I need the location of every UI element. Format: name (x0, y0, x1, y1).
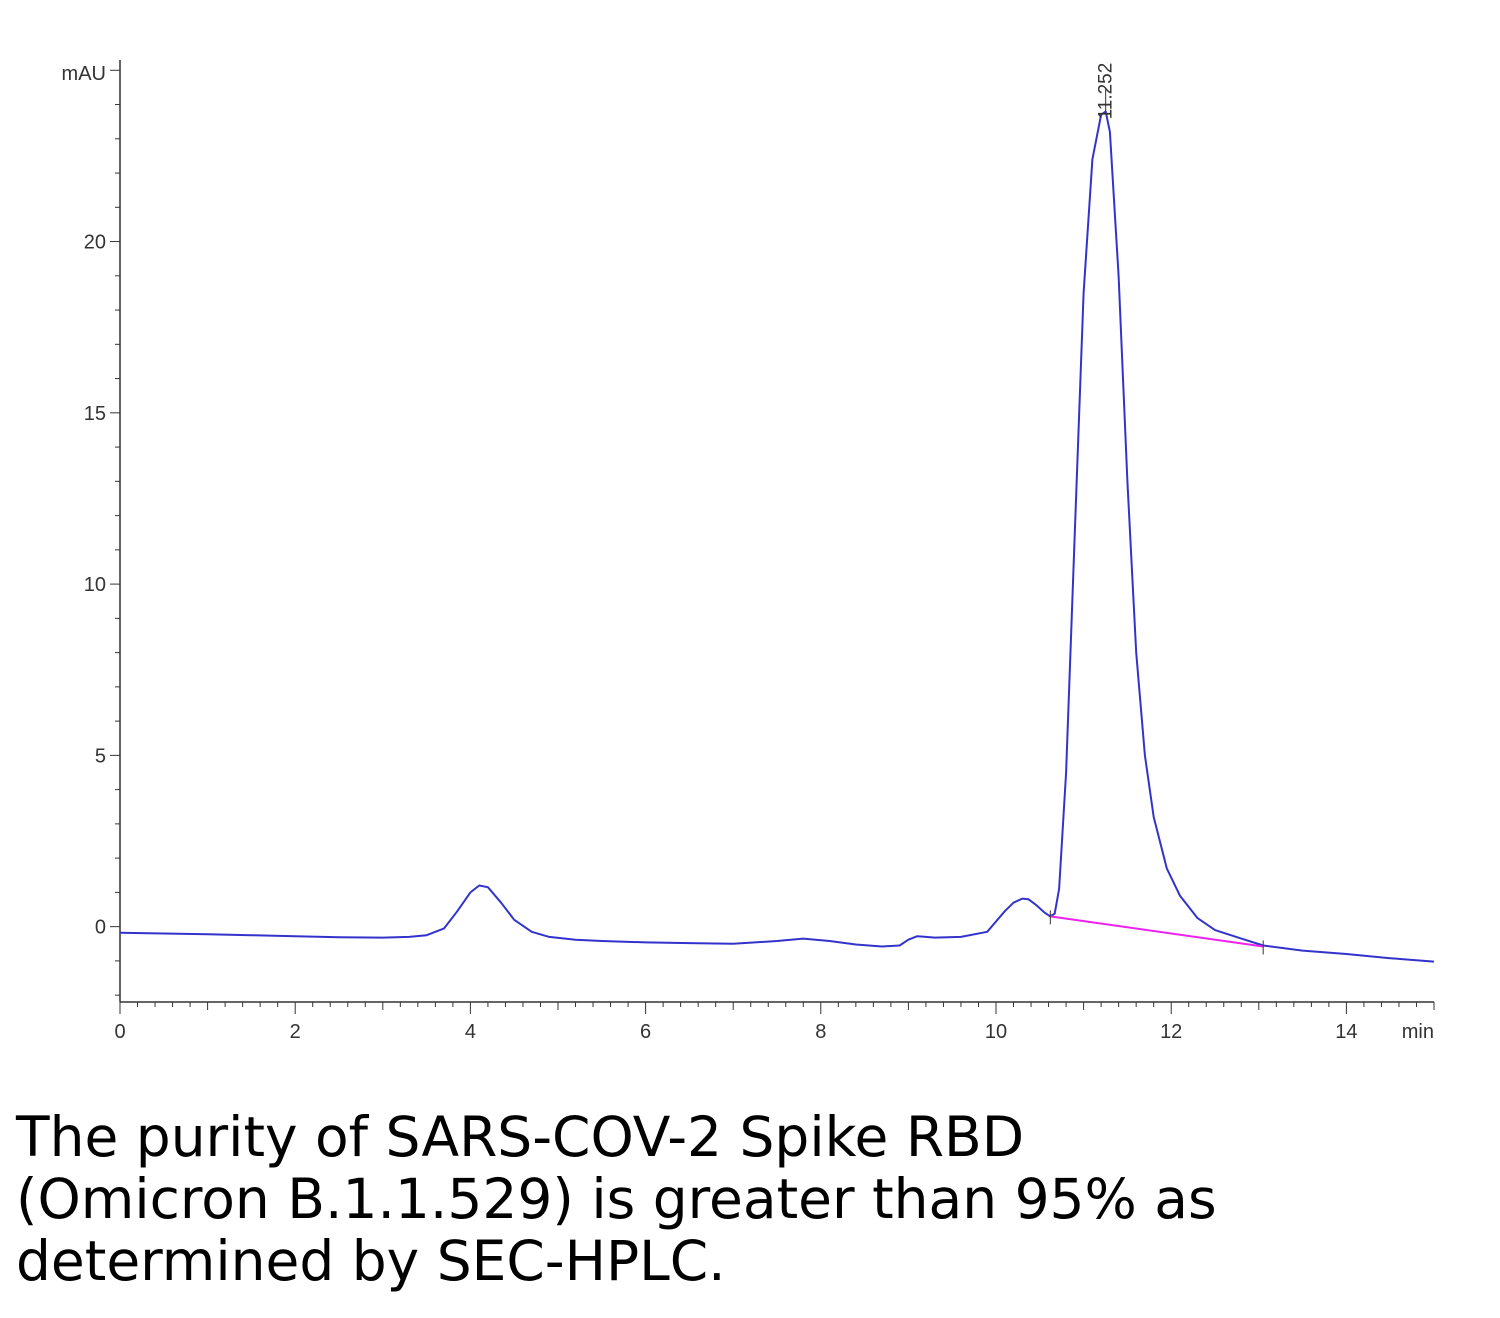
x-tick-label: 12 (1160, 1021, 1182, 1043)
figure-caption: The purity of SARS-COV-2 Spike RBD (Omic… (16, 1105, 1217, 1293)
chart-labels: 0 2 4 6 8 10 12 14 min 0 5 10 15 20 mAU 11.252 (62, 63, 1434, 1043)
x-tick-label: 8 (815, 1021, 826, 1043)
y-tick-label: 20 (84, 232, 106, 254)
y-tick-label: 15 (84, 403, 106, 425)
chromatogram-trace (119, 110, 1435, 963)
chart-axes (110, 60, 1435, 1014)
y-tick-label: 0 (95, 917, 106, 939)
peak-retention-label: 11.252 (1096, 63, 1117, 120)
caption-line-1: The purity of SARS-COV-2 Spike RBD (16, 1105, 1025, 1169)
x-axis-unit-label: min (1402, 1021, 1434, 1043)
integration-baseline (1050, 915, 1264, 948)
x-tick-label: 4 (465, 1021, 476, 1043)
x-tick-label: 10 (985, 1021, 1007, 1043)
x-tick-label: 0 (114, 1021, 125, 1043)
chart-plot-area (119, 87, 1435, 963)
x-tick-label: 2 (290, 1021, 301, 1043)
x-tick-label: 14 (1335, 1021, 1357, 1043)
caption-line-3: determined by SEC-HPLC. (16, 1229, 726, 1293)
y-tick-label: 5 (95, 745, 106, 767)
chromatogram-chart: 0 2 4 6 8 10 12 14 min 0 5 10 15 20 mAU 11.252 (62, 60, 1435, 1043)
y-axis-unit-label: mAU (62, 63, 106, 85)
caption-line-2: (Omicron B.1.1.529) is greater than 95% … (16, 1167, 1217, 1231)
y-tick-label: 10 (84, 574, 106, 596)
x-tick-label: 6 (640, 1021, 651, 1043)
